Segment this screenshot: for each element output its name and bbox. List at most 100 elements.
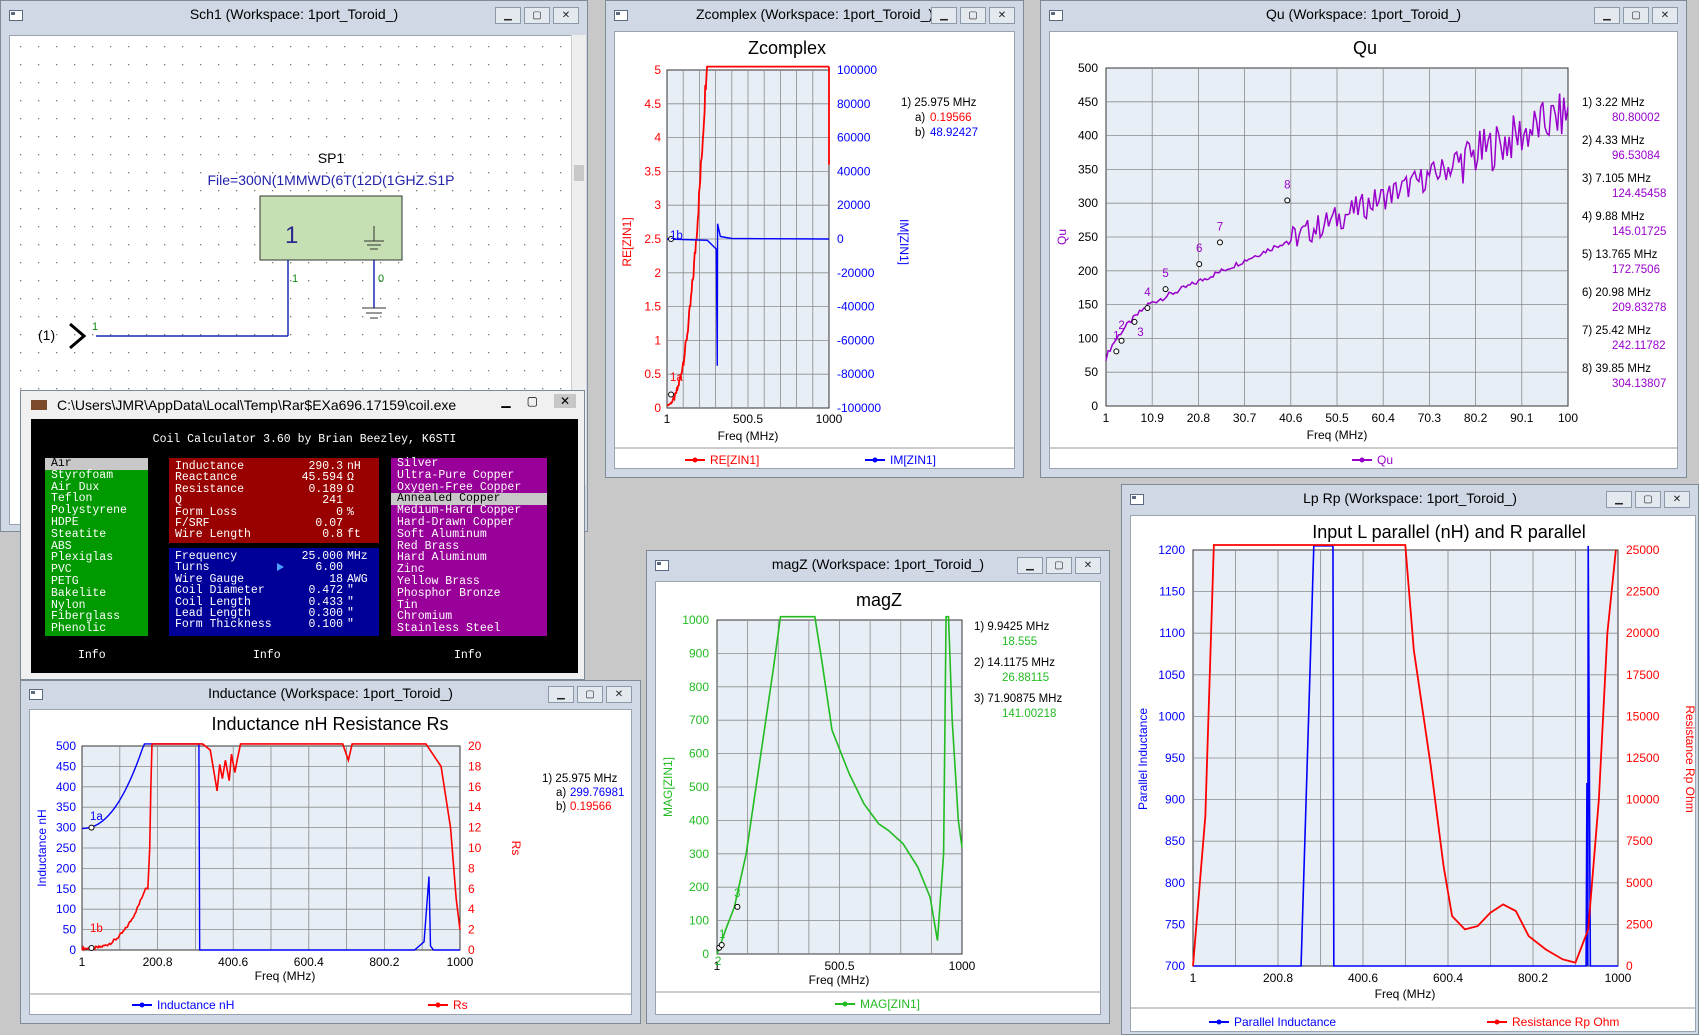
material-item[interactable]: Annealed Copper: [391, 493, 547, 506]
maximize-button[interactable]: ▢: [1635, 491, 1661, 508]
material-item[interactable]: Hard Aluminum: [397, 551, 487, 565]
form-item[interactable]: PETG: [51, 574, 79, 588]
material-item[interactable]: Medium-Hard Copper: [397, 504, 522, 518]
input-row[interactable]: Lead Length 0.300 ": [169, 606, 379, 620]
close-button[interactable]: ✕: [989, 7, 1015, 24]
form-item[interactable]: Nylon: [51, 598, 86, 612]
marker-point[interactable]: [1196, 261, 1203, 268]
coil-calculator-window[interactable]: C:\Users\JMR\AppData\Local\Temp\Rar$EXa6…: [20, 390, 585, 680]
form-item[interactable]: ABS: [51, 539, 72, 553]
form-material-list[interactable]: Air Styrofoam Air Dux Teflon Polystyrene HDPE…: [45, 458, 148, 636]
close-button[interactable]: ✕: [1075, 557, 1101, 574]
form-item[interactable]: Plexiglas: [51, 551, 114, 565]
material-item[interactable]: Ultra-Pure Copper: [397, 468, 515, 482]
material-item[interactable]: Phosphor Bronze: [397, 586, 501, 600]
material-item[interactable]: Red Brass: [397, 539, 460, 553]
info-label[interactable]: Info: [253, 649, 281, 662]
input-row[interactable]: Wire Gauge 18 AWG: [169, 572, 379, 586]
maximize-button[interactable]: ▢: [1046, 557, 1072, 574]
lprp-titlebar[interactable]: Lp Rp (Workspace: 1port_Toroid_) ▁ ▢ ✕: [1122, 485, 1698, 515]
inductance-titlebar[interactable]: Inductance (Workspace: 1port_Toroid_) ▁ …: [21, 681, 640, 709]
form-item[interactable]: Phenolic: [51, 622, 107, 636]
minimize-button[interactable]: ▁: [548, 686, 574, 703]
info-label[interactable]: Info: [78, 649, 106, 662]
maximize-button[interactable]: ▢: [526, 394, 538, 408]
minimize-button[interactable]: ▁: [931, 7, 957, 24]
input-row[interactable]: Coil Diameter 0.472 ": [169, 584, 379, 598]
input-value[interactable]: 0.433: [308, 595, 343, 609]
magz-titlebar[interactable]: magZ (Workspace: 1port_Toroid_) ▁ ▢ ✕: [647, 551, 1109, 581]
form-item[interactable]: Styrofoam: [51, 468, 114, 482]
maximize-button[interactable]: ▢: [960, 7, 986, 24]
minimize-button[interactable]: ▁: [1606, 491, 1632, 508]
input-row[interactable]: Coil Length 0.433 ": [169, 595, 379, 609]
close-button[interactable]: ✕: [1664, 491, 1690, 508]
marker-point[interactable]: [668, 236, 675, 242]
material-item[interactable]: Soft Aluminum: [397, 527, 487, 541]
material-item[interactable]: Tin: [397, 598, 418, 612]
coil-console[interactable]: Coil Calculator 3.60 by Brian Beezley, K…: [31, 419, 578, 673]
marker-point[interactable]: [1113, 348, 1120, 355]
sch1-titlebar[interactable]: Sch1 (Workspace: 1port_Toroid_) ▁ ▢ ✕: [1, 1, 587, 31]
marker-point[interactable]: [718, 942, 725, 949]
vertical-scrollbar[interactable]: [571, 35, 586, 485]
material-item[interactable]: Oxygen-Free Copper: [397, 480, 522, 494]
close-button[interactable]: ✕: [606, 686, 632, 703]
inductance-window[interactable]: Inductance (Workspace: 1port_Toroid_) ▁ …: [20, 680, 641, 1024]
form-item[interactable]: Polystyrene: [51, 504, 127, 518]
marker-point[interactable]: [88, 944, 95, 951]
marker-point[interactable]: [88, 824, 95, 831]
maximize-button[interactable]: ▢: [1623, 7, 1649, 24]
minimize-button[interactable]: ▁: [1017, 557, 1043, 574]
minimize-button[interactable]: ▁: [495, 7, 521, 24]
input-value[interactable]: 6.00: [315, 561, 343, 575]
form-item[interactable]: Fiberglass: [51, 610, 121, 624]
coil-titlebar[interactable]: C:\Users\JMR\AppData\Local\Temp\Rar$EXa6…: [21, 391, 584, 419]
material-item[interactable]: Silver: [397, 457, 439, 470]
material-item[interactable]: Zinc: [397, 563, 425, 577]
input-value[interactable]: 0.100: [308, 618, 343, 632]
material-item[interactable]: Yellow Brass: [397, 574, 480, 588]
material-item[interactable]: Hard-Drawn Copper: [397, 515, 515, 529]
close-button[interactable]: ✕: [1652, 7, 1678, 24]
form-item[interactable]: PVC: [51, 563, 72, 577]
close-button[interactable]: ✕: [553, 7, 579, 24]
form-item[interactable]: Air: [45, 458, 148, 470]
qu-titlebar[interactable]: Qu (Workspace: 1port_Toroid_) ▁ ▢ ✕: [1041, 1, 1686, 31]
marker-point[interactable]: [734, 903, 741, 910]
marker-point[interactable]: [1118, 337, 1125, 344]
material-item[interactable]: Stainless Steel: [397, 622, 501, 636]
form-item[interactable]: Air Dux: [51, 480, 100, 494]
lprp-window[interactable]: Lp Rp (Workspace: 1port_Toroid_) ▁ ▢ ✕ I…: [1121, 484, 1699, 1035]
marker-point[interactable]: [668, 391, 675, 398]
zcomplex-window[interactable]: Zcomplex (Workspace: 1port_Toroid_) ▁ ▢ …: [605, 0, 1024, 478]
marker-point[interactable]: [1284, 197, 1291, 204]
input-value[interactable]: 0.300: [308, 606, 343, 620]
minimize-button[interactable]: ▁: [501, 394, 511, 408]
input-value[interactable]: 0.472: [308, 584, 343, 598]
marker-point[interactable]: [1131, 318, 1138, 325]
input-row[interactable]: Turns 6.00: [169, 561, 379, 575]
wire-material-list[interactable]: Silver Ultra-Pure Copper Oxygen-Free Coppe…: [391, 458, 547, 636]
inputs-panel[interactable]: Frequency 25.000 MHz Turns 6.00 Wire Gauge 18 A…: [169, 548, 379, 636]
close-button[interactable]: ✕: [553, 394, 576, 408]
form-item[interactable]: Teflon: [51, 492, 93, 506]
scrollbar-thumb[interactable]: [574, 165, 584, 181]
sparam-block[interactable]: [259, 195, 403, 261]
marker-point[interactable]: [1144, 304, 1151, 311]
form-item[interactable]: Bakelite: [51, 586, 107, 600]
input-value[interactable]: 18: [329, 572, 343, 586]
marker-point[interactable]: [1162, 286, 1169, 293]
maximize-button[interactable]: ▢: [524, 7, 550, 24]
material-item[interactable]: Chromium: [397, 610, 453, 624]
form-item[interactable]: Steatite: [51, 527, 107, 541]
minimize-button[interactable]: ▁: [1594, 7, 1620, 24]
maximize-button[interactable]: ▢: [577, 686, 603, 703]
marker-point[interactable]: [1216, 239, 1223, 246]
form-item[interactable]: HDPE: [51, 515, 79, 529]
input-row[interactable]: Frequency 25.000 MHz: [169, 551, 379, 563]
info-label[interactable]: Info: [454, 649, 482, 662]
qu-window[interactable]: Qu (Workspace: 1port_Toroid_) ▁ ▢ ✕ Qu 1…: [1040, 0, 1687, 478]
magz-window[interactable]: magZ (Workspace: 1port_Toroid_) ▁ ▢ ✕ ma…: [646, 550, 1110, 1024]
input-row[interactable]: Form Thickness 0.100 ": [169, 618, 379, 632]
